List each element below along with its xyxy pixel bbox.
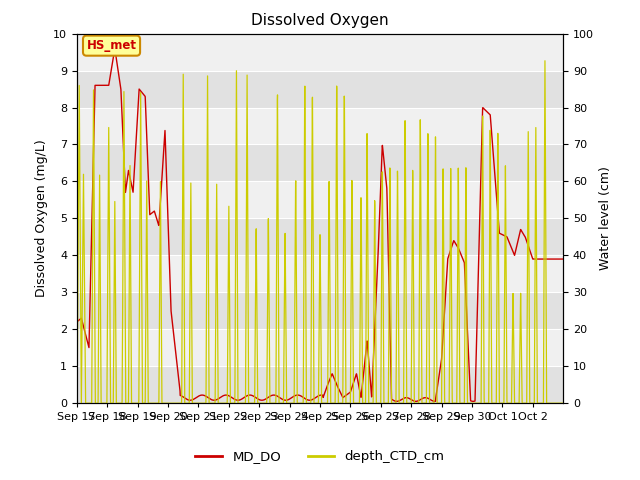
Y-axis label: Dissolved Oxygen (mg/L): Dissolved Oxygen (mg/L) <box>35 140 47 297</box>
Bar <box>77 292 563 329</box>
Bar <box>77 71 563 108</box>
Bar <box>77 366 563 403</box>
Text: HS_met: HS_met <box>86 39 136 52</box>
Bar <box>77 144 563 181</box>
Legend: MD_DO, depth_CTD_cm: MD_DO, depth_CTD_cm <box>190 445 450 468</box>
Title: Dissolved Oxygen: Dissolved Oxygen <box>251 13 389 28</box>
Bar <box>77 218 563 255</box>
Y-axis label: Water level (cm): Water level (cm) <box>600 167 612 270</box>
Bar <box>77 0 563 34</box>
